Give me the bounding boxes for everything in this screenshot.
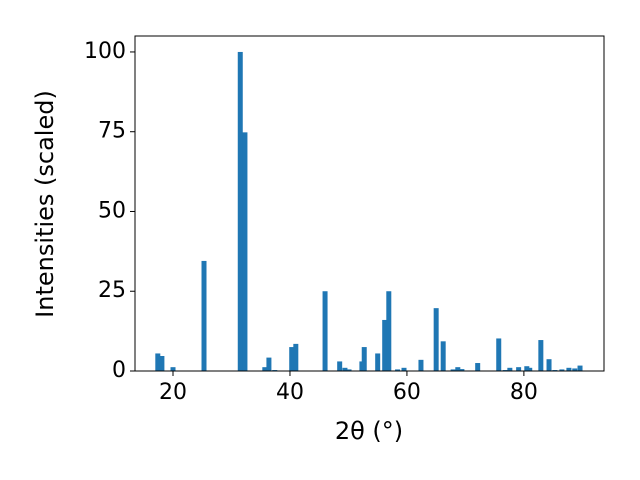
bar	[577, 365, 583, 371]
bar	[455, 367, 461, 371]
bar	[496, 338, 502, 371]
bar	[170, 367, 176, 371]
bar	[293, 343, 299, 371]
bar	[289, 347, 295, 371]
y-tick-label: 50	[98, 198, 126, 223]
bar	[361, 347, 367, 371]
bar	[538, 340, 544, 371]
bar	[155, 353, 161, 371]
bar	[433, 308, 439, 371]
bar	[566, 367, 572, 371]
y-tick-label: 100	[84, 39, 126, 64]
bar	[386, 291, 392, 371]
x-tick-label: 60	[393, 380, 421, 405]
bar	[527, 367, 533, 371]
y-axis-label: Intensities (scaled)	[31, 90, 59, 318]
bar	[322, 291, 328, 371]
bar	[559, 369, 565, 371]
bar	[572, 368, 578, 371]
bar	[375, 353, 381, 371]
y-tick-label: 0	[112, 358, 126, 383]
bar	[450, 369, 456, 371]
bar	[395, 369, 401, 371]
bar	[242, 132, 248, 371]
y-tick-label: 25	[98, 278, 126, 303]
x-tick-label: 20	[159, 380, 187, 405]
bar	[418, 359, 424, 371]
plot-frame	[134, 35, 605, 372]
bar	[459, 369, 465, 371]
bar	[475, 363, 481, 371]
bar	[201, 260, 207, 371]
bar	[237, 51, 243, 371]
bar	[342, 367, 348, 371]
bar	[337, 361, 343, 371]
x-axis-label: 2θ (°)	[335, 417, 403, 445]
bar	[546, 359, 552, 371]
bar	[440, 341, 446, 371]
bar	[507, 367, 513, 371]
bar	[516, 367, 522, 371]
bar	[524, 366, 530, 371]
bar	[159, 356, 165, 371]
bar	[266, 357, 272, 371]
y-tick-label: 75	[98, 119, 126, 144]
bar	[382, 319, 388, 371]
bar	[346, 369, 352, 371]
x-tick-label: 40	[276, 380, 304, 405]
bar	[262, 367, 268, 371]
x-tick-label: 80	[510, 380, 538, 405]
bar	[401, 367, 407, 371]
